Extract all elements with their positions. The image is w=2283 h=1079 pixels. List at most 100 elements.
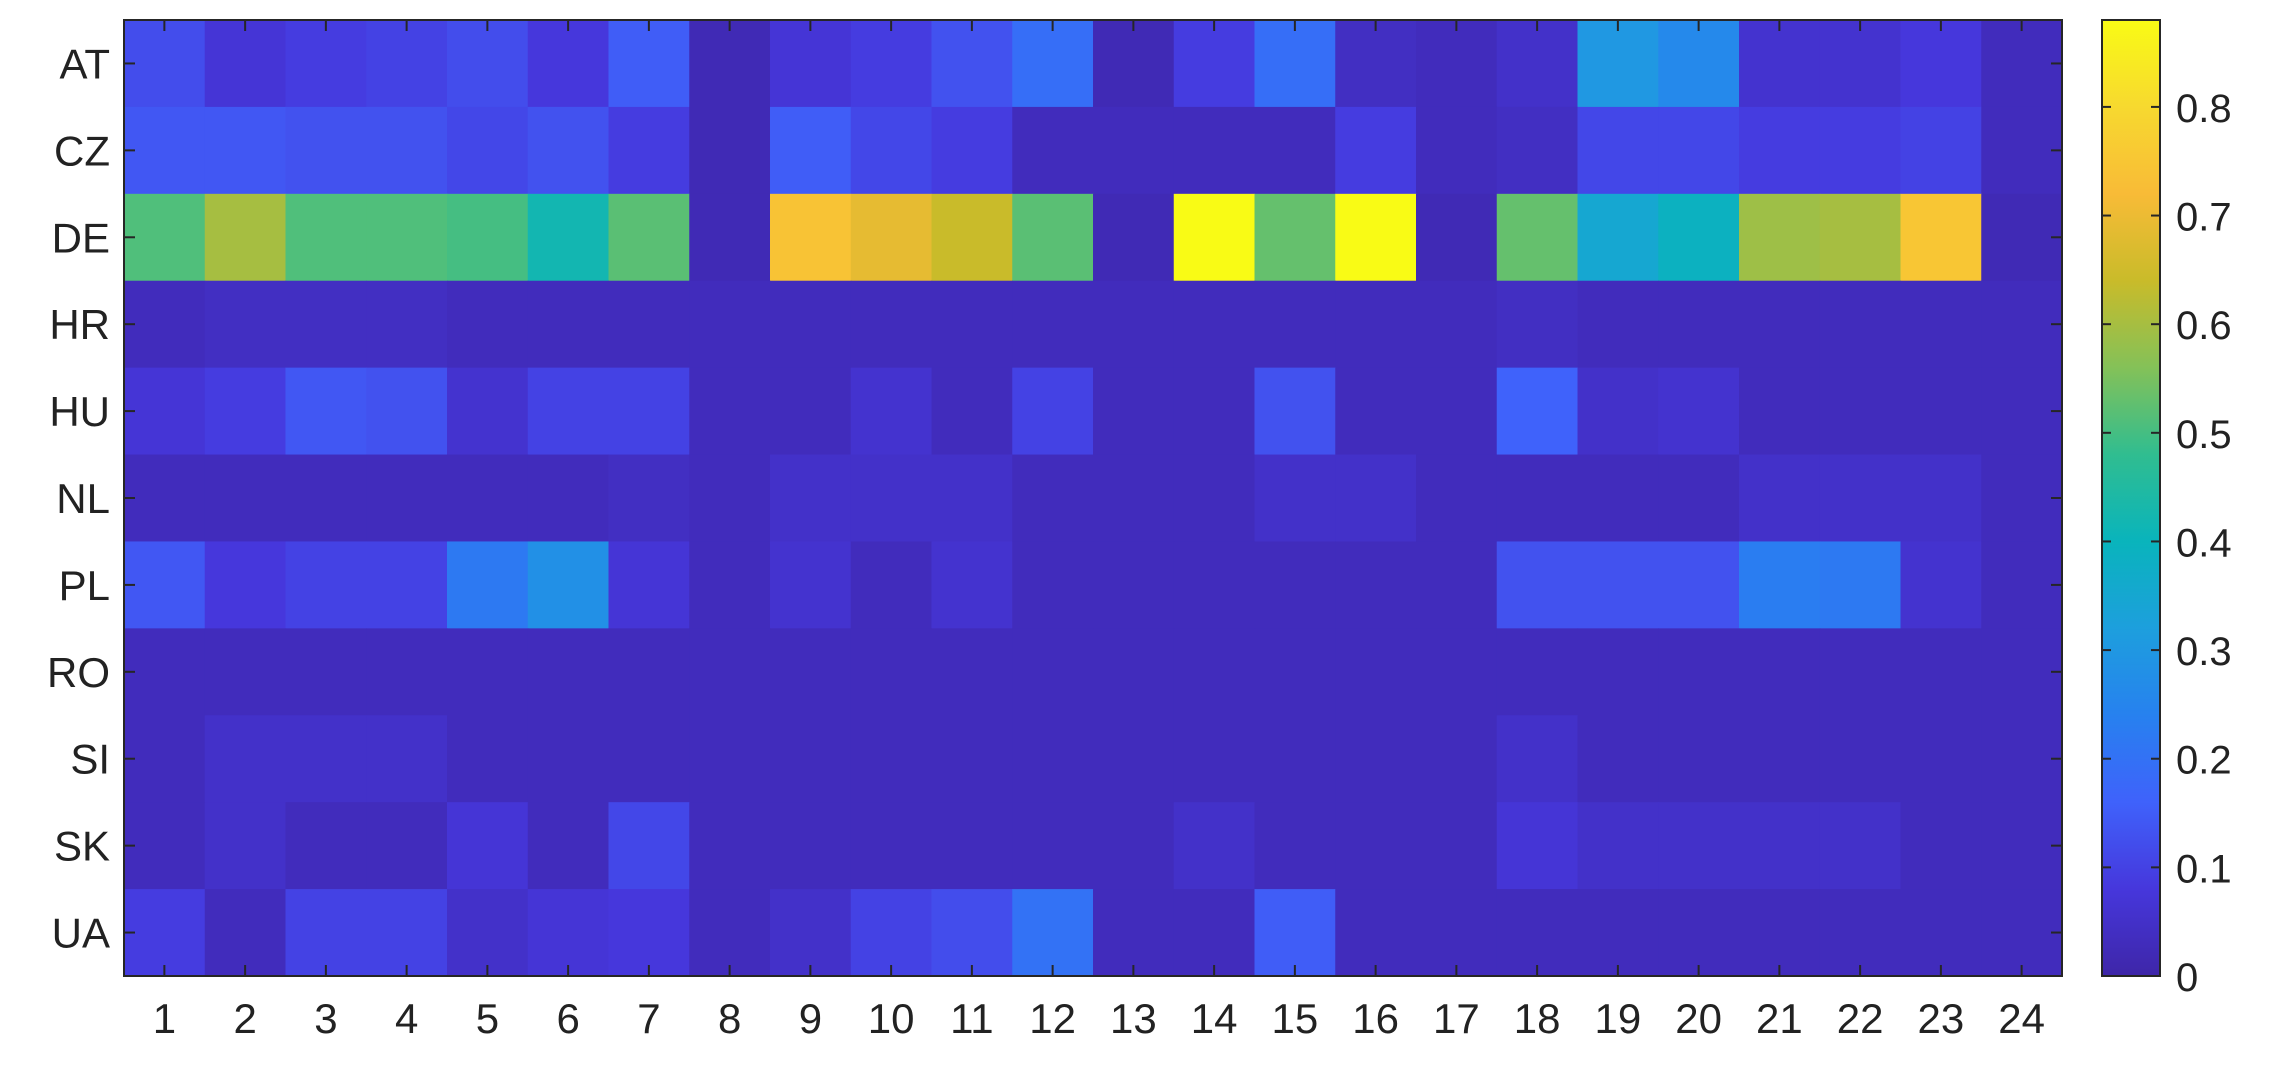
heatmap-cell-SI-9 bbox=[770, 715, 852, 803]
heatmap-cell-HU-15 bbox=[1254, 367, 1336, 456]
heatmap-cell-AT-4 bbox=[366, 20, 448, 108]
heatmap-cell-NL-21 bbox=[1739, 454, 1821, 543]
heatmap-cell-SI-23 bbox=[1900, 715, 1982, 803]
heatmap-cell-NL-10 bbox=[850, 454, 933, 543]
heatmap-cell-UA-22 bbox=[1819, 889, 1902, 977]
colorbar bbox=[2101, 19, 2161, 977]
heatmap-cell-SI-17 bbox=[1416, 715, 1498, 803]
heatmap-cell-HR-5 bbox=[447, 280, 529, 369]
heatmap-cell-SK-2 bbox=[204, 802, 287, 890]
heatmap-cell-SK-3 bbox=[285, 802, 367, 890]
heatmap-cell-NL-5 bbox=[447, 454, 529, 543]
heatmap-cell-DE-6 bbox=[527, 193, 610, 282]
heatmap-cell-SK-6 bbox=[527, 802, 610, 890]
heatmap-cell-RO-19 bbox=[1577, 628, 1659, 716]
x-tick-label-16: 16 bbox=[1352, 995, 1399, 1042]
heatmap-cell-PL-16 bbox=[1335, 541, 1417, 629]
heatmap-cell-AT-3 bbox=[285, 20, 367, 108]
heatmap-cell-UA-23 bbox=[1900, 889, 1982, 977]
heatmap-cell-NL-15 bbox=[1254, 454, 1336, 543]
heatmap-cell-PL-12 bbox=[1012, 541, 1094, 629]
heatmap-cell-NL-3 bbox=[285, 454, 367, 543]
heatmap-cell-AT-11 bbox=[931, 20, 1013, 108]
heatmap-cell-PL-7 bbox=[608, 541, 690, 629]
heatmap-cell-HU-5 bbox=[447, 367, 529, 456]
heatmap-cell-CZ-19 bbox=[1577, 106, 1659, 195]
heatmap-cell-RO-20 bbox=[1658, 628, 1740, 716]
heatmap-cell-HU-2 bbox=[204, 367, 287, 456]
heatmap-cell-NL-18 bbox=[1496, 454, 1579, 543]
heatmap-cell-PL-14 bbox=[1173, 541, 1256, 629]
heatmap-cell-PL-15 bbox=[1254, 541, 1336, 629]
heatmap-cell-SI-24 bbox=[1981, 715, 2063, 803]
heatmap-cell-UA-7 bbox=[608, 889, 690, 977]
heatmap-cell-NL-4 bbox=[366, 454, 448, 543]
heatmap-cell-HU-7 bbox=[608, 367, 690, 456]
x-tick-label-18: 18 bbox=[1514, 995, 1561, 1042]
heatmap-cell-SK-8 bbox=[689, 802, 771, 890]
heatmap-cell-UA-2 bbox=[204, 889, 287, 977]
heatmap-cell-SI-5 bbox=[447, 715, 529, 803]
heatmap-cell-CZ-8 bbox=[689, 106, 771, 195]
heatmap-cell-AT-2 bbox=[204, 20, 287, 108]
heatmap-cell-AT-1 bbox=[124, 20, 206, 108]
heatmap-cell-UA-8 bbox=[689, 889, 771, 977]
x-tick-label-23: 23 bbox=[1918, 995, 1965, 1042]
heatmap-cell-PL-21 bbox=[1739, 541, 1821, 629]
heatmap-cell-UA-17 bbox=[1416, 889, 1498, 977]
x-tick-label-10: 10 bbox=[868, 995, 915, 1042]
heatmap-cell-HR-23 bbox=[1900, 280, 1982, 369]
heatmap-cell-RO-17 bbox=[1416, 628, 1498, 716]
heatmap-cell-CZ-6 bbox=[527, 106, 610, 195]
heatmap-cell-AT-7 bbox=[608, 20, 690, 108]
heatmap-cell-UA-20 bbox=[1658, 889, 1740, 977]
heatmap-cell-SI-13 bbox=[1093, 715, 1175, 803]
heatmap-cell-HR-2 bbox=[204, 280, 287, 369]
heatmap-cell-HU-23 bbox=[1900, 367, 1982, 456]
y-tick-label-HR: HR bbox=[49, 301, 110, 348]
heatmap-cell-HU-14 bbox=[1173, 367, 1256, 456]
heatmap-cell-HR-24 bbox=[1981, 280, 2063, 369]
heatmap-cell-NL-20 bbox=[1658, 454, 1740, 543]
heatmap-cell-UA-15 bbox=[1254, 889, 1336, 977]
heatmap-cell-PL-22 bbox=[1819, 541, 1902, 629]
colorbar-ticks: 0 0.1 0.2 0.3 0.4 0.5 0.6 0.7 0.8 bbox=[2102, 87, 2232, 1000]
heatmap-cell-CZ-7 bbox=[608, 106, 690, 195]
heatmap-cell-UA-10 bbox=[850, 889, 933, 977]
heatmap-cell-HR-12 bbox=[1012, 280, 1094, 369]
heatmap-cell-DE-1 bbox=[124, 193, 206, 282]
x-tick-label-5: 5 bbox=[476, 995, 499, 1042]
x-tick-label-17: 17 bbox=[1433, 995, 1480, 1042]
heatmap-cell-CZ-23 bbox=[1900, 106, 1982, 195]
heatmap-cell-DE-2 bbox=[204, 193, 287, 282]
heatmap-cell-RO-13 bbox=[1093, 628, 1175, 716]
heatmap-cell-CZ-9 bbox=[770, 106, 852, 195]
heatmap-cell-HR-17 bbox=[1416, 280, 1498, 369]
heatmap-cell-HU-1 bbox=[124, 367, 206, 456]
heatmap-cell-CZ-12 bbox=[1012, 106, 1094, 195]
heatmap-cell-HR-4 bbox=[366, 280, 448, 369]
heatmap-cell-CZ-13 bbox=[1093, 106, 1175, 195]
heatmap-cell-RO-9 bbox=[770, 628, 852, 716]
x-tick-label-1: 1 bbox=[153, 995, 176, 1042]
heatmap-cell-NL-13 bbox=[1093, 454, 1175, 543]
heatmap-cell-SK-15 bbox=[1254, 802, 1336, 890]
heatmap-cell-DE-17 bbox=[1416, 193, 1498, 282]
heatmap-cell-DE-12 bbox=[1012, 193, 1094, 282]
heatmap-cell-CZ-14 bbox=[1173, 106, 1256, 195]
heatmap-cell-DE-9 bbox=[770, 193, 852, 282]
heatmap-cell-AT-15 bbox=[1254, 20, 1336, 108]
heatmap-cell-HU-8 bbox=[689, 367, 771, 456]
heatmap-cell-NL-22 bbox=[1819, 454, 1902, 543]
heatmap-cell-HU-13 bbox=[1093, 367, 1175, 456]
heatmap-cell-DE-8 bbox=[689, 193, 771, 282]
heatmap-cell-PL-20 bbox=[1658, 541, 1740, 629]
heatmap-cell-HR-15 bbox=[1254, 280, 1336, 369]
heatmap-cell-PL-17 bbox=[1416, 541, 1498, 629]
x-tick-label-13: 13 bbox=[1110, 995, 1157, 1042]
heatmap-cell-UA-24 bbox=[1981, 889, 2063, 977]
heatmap-cell-CZ-2 bbox=[204, 106, 287, 195]
heatmap-cell-AT-10 bbox=[850, 20, 933, 108]
heatmap-cell-SI-21 bbox=[1739, 715, 1821, 803]
heatmap-cell-DE-15 bbox=[1254, 193, 1336, 282]
